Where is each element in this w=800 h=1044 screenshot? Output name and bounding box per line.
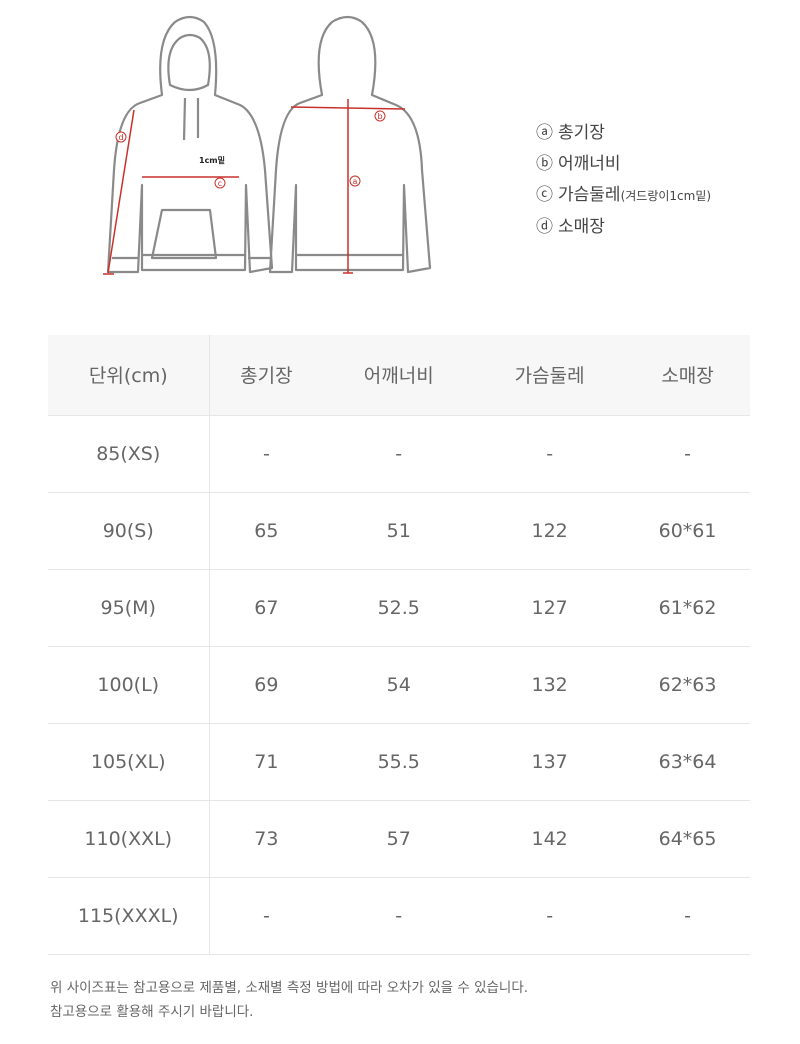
cell-value: 67 bbox=[209, 569, 324, 647]
cell-value: - bbox=[209, 415, 324, 493]
size-note: 위 사이즈표는 참고용으로 제품별, 소재별 측정 방법에 따라 오차가 있을 … bbox=[50, 980, 529, 1020]
table-header: 단위(cm) 총기장 어깨너비 가슴둘레 소매장 bbox=[48, 335, 750, 416]
legend-item: ⓒ 가슴둘레(겨드랑이1cm밑) bbox=[536, 185, 712, 205]
cell-value: 51 bbox=[323, 492, 475, 570]
legend-item: ⓓ 소매장 bbox=[536, 217, 605, 237]
measure-lines bbox=[103, 99, 406, 275]
cell-value: 63*64 bbox=[625, 723, 750, 801]
measurement-legend: ⓐ 총기장 ⓑ 어깨너비 ⓒ 가슴둘레(겨드랑이1cm밑) ⓓ 소매장 bbox=[536, 118, 711, 243]
label-d: d bbox=[118, 133, 123, 142]
back-hoodie-outline bbox=[268, 15, 432, 274]
cell-value: 62*63 bbox=[625, 646, 750, 724]
cell-size: 85(XS) bbox=[48, 415, 210, 493]
table-row: 100(L) 69 54 132 62*63 bbox=[48, 646, 750, 724]
cell-value: 55.5 bbox=[323, 723, 475, 801]
cell-value: 65 bbox=[209, 492, 324, 570]
cell-size: 100(L) bbox=[48, 646, 210, 724]
cell-value: 54 bbox=[323, 646, 475, 724]
label-a: a bbox=[353, 177, 358, 186]
cell-size: 115(XXXL) bbox=[48, 877, 210, 955]
cell-value: - bbox=[625, 415, 750, 493]
cell-value: - bbox=[323, 877, 475, 955]
cell-value: 127 bbox=[474, 569, 626, 647]
cell-value: - bbox=[323, 415, 475, 493]
legend-item: ⓐ 총기장 bbox=[536, 123, 605, 143]
cell-value: 137 bbox=[474, 723, 626, 801]
cell-value: - bbox=[474, 415, 626, 493]
cell-value: 142 bbox=[474, 800, 626, 878]
cell-value: 132 bbox=[474, 646, 626, 724]
cell-size: 105(XL) bbox=[48, 723, 210, 801]
table-row: 90(S) 65 51 122 60*61 bbox=[48, 492, 750, 570]
cell-value: 61*62 bbox=[625, 569, 750, 647]
cell-size: 90(S) bbox=[48, 492, 210, 570]
table-row: 115(XXXL) - - - - bbox=[48, 877, 750, 955]
table-row: 105(XL) 71 55.5 137 63*64 bbox=[48, 723, 750, 801]
table-row: 95(M) 67 52.5 127 61*62 bbox=[48, 569, 750, 647]
label-c: c bbox=[218, 179, 222, 188]
table-row: 110(XXL) 73 57 142 64*65 bbox=[48, 800, 750, 878]
hoodie-measurement-illustration: a b c d 1cm밑 bbox=[103, 15, 432, 275]
table-row: 85(XS) - - - - bbox=[48, 415, 750, 493]
cell-value: 60*61 bbox=[625, 492, 750, 570]
cell-value: 69 bbox=[209, 646, 324, 724]
cell-size: 110(XXL) bbox=[48, 800, 210, 878]
front-hoodie-outline bbox=[106, 15, 274, 274]
offset-label: 1cm밑 bbox=[199, 155, 225, 165]
cell-size: 95(M) bbox=[48, 569, 210, 647]
cell-value: 57 bbox=[323, 800, 475, 878]
size-table: 단위(cm) 총기장 어깨너비 가슴둘레 소매장 85(XS) - - - -90(S)… bbox=[48, 335, 750, 955]
cell-value: 52.5 bbox=[323, 569, 475, 647]
cell-value: - bbox=[209, 877, 324, 955]
cell-value: - bbox=[625, 877, 750, 955]
cell-value: - bbox=[474, 877, 626, 955]
label-b: b bbox=[377, 112, 382, 121]
cell-value: 64*65 bbox=[625, 800, 750, 878]
legend-item: ⓑ 어깨너비 bbox=[536, 154, 621, 174]
cell-value: 71 bbox=[209, 723, 324, 801]
cell-value: 73 bbox=[209, 800, 324, 878]
cell-value: 122 bbox=[474, 492, 626, 570]
